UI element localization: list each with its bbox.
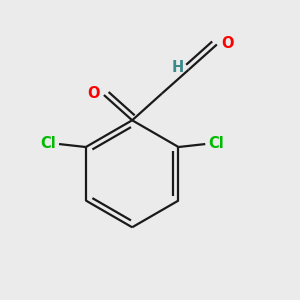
Text: O: O	[87, 86, 100, 101]
Text: Cl: Cl	[209, 136, 224, 151]
Text: H: H	[171, 60, 184, 75]
Text: O: O	[221, 35, 233, 50]
Text: Cl: Cl	[40, 136, 56, 151]
